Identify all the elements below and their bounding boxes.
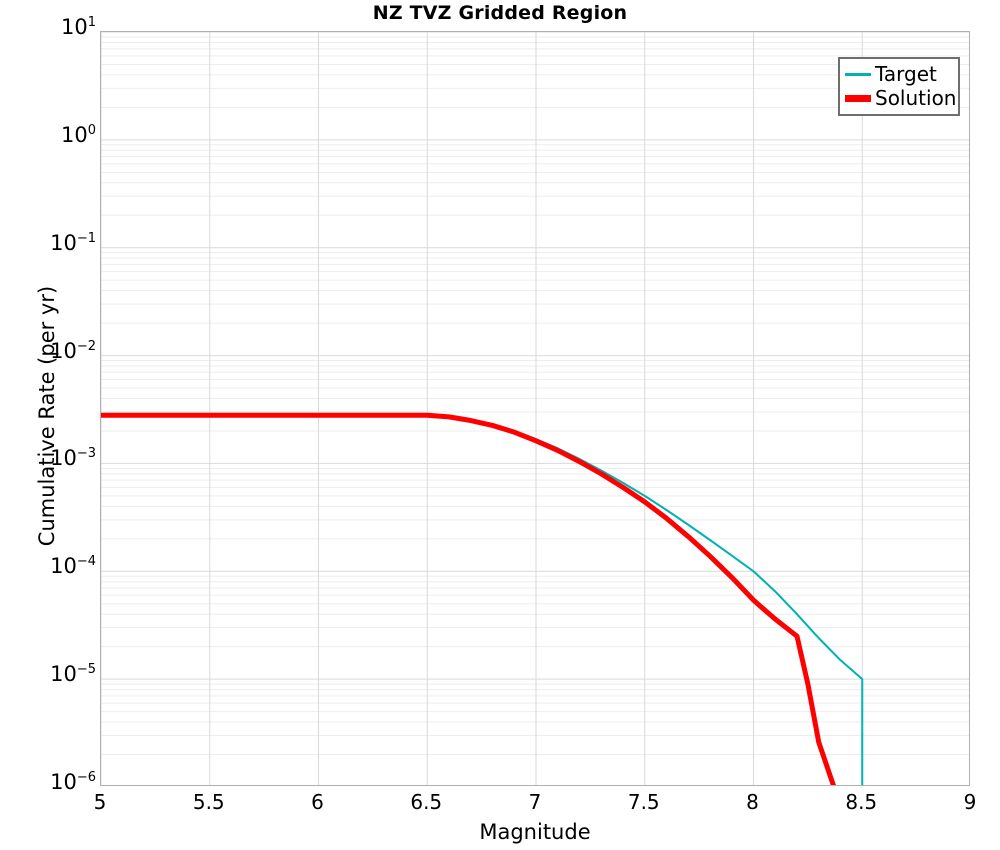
- y-axis-tick-labels: 101 100 10−1 10−2 10−3 10−4 10−5 10−6: [0, 0, 96, 850]
- legend: Target Solution: [838, 57, 960, 116]
- x-tick-label: 8: [746, 790, 759, 814]
- y-tick-label: 10−3: [50, 446, 96, 471]
- x-tick-label: 6: [311, 790, 324, 814]
- legend-line-target-icon: [845, 72, 871, 76]
- plot-area: [100, 31, 970, 786]
- x-tick-label: 7: [528, 790, 542, 814]
- legend-label-solution: Solution: [875, 86, 957, 110]
- y-axis-title: Cumulative Rate (per yr): [35, 285, 59, 547]
- page-title: NZ TVZ Gridded Region: [372, 2, 628, 24]
- legend-label-target: Target: [875, 62, 937, 86]
- x-tick-label: 9: [963, 790, 977, 814]
- x-tick-label: 5.5: [192, 790, 225, 814]
- x-tick-label: 7.5: [627, 790, 660, 814]
- y-tick-label: 10−5: [50, 662, 96, 687]
- series-solution: [101, 412, 836, 785]
- y-tick-label: 101: [60, 15, 96, 39]
- y-tick-label: 100: [60, 122, 96, 147]
- data-curves: [101, 412, 864, 785]
- x-tick-label: 6.5: [410, 790, 443, 814]
- x-axis-title: Magnitude: [479, 820, 591, 844]
- legend-item-target: Target: [845, 62, 953, 86]
- x-tick-label: 5: [93, 790, 107, 814]
- x-tick-label: 8.5: [845, 790, 878, 814]
- y-tick-label: 10−1: [50, 230, 96, 255]
- gridlines: [101, 32, 969, 785]
- y-tick-label: 10−4: [50, 554, 96, 579]
- legend-line-solution-icon: [845, 94, 871, 102]
- y-tick-label: 10−2: [50, 338, 96, 363]
- series-target: [101, 414, 864, 785]
- y-tick-label: 10−6: [50, 770, 96, 794]
- legend-item-solution: Solution: [845, 86, 957, 110]
